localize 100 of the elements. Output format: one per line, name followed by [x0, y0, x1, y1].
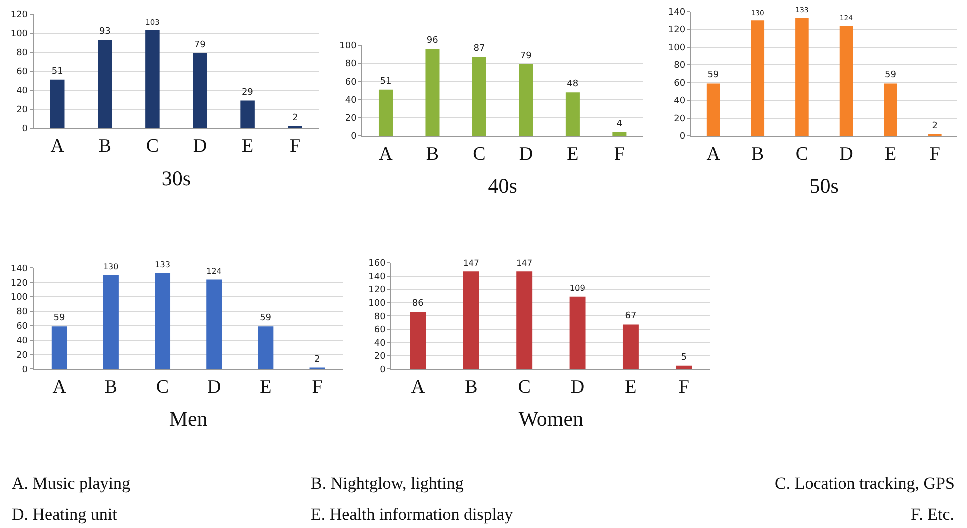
bar — [566, 92, 580, 136]
bar — [193, 53, 208, 128]
y-tick-label: 40 — [674, 96, 686, 107]
data-label: 96 — [426, 36, 439, 46]
y-tick-label: 40 — [16, 336, 28, 346]
x-tick-label: E — [885, 144, 897, 165]
y-tick-label: 0 — [351, 132, 358, 142]
data-label: 124 — [206, 267, 222, 276]
bar — [155, 273, 171, 370]
data-label: 2 — [314, 354, 320, 365]
x-tick-label: C — [473, 144, 486, 165]
y-tick-label: 60 — [16, 322, 28, 332]
data-label: 87 — [474, 44, 486, 54]
y-tick-label: 20 — [16, 105, 28, 116]
y-tick-label: 100 — [10, 30, 28, 40]
data-label: 147 — [463, 258, 480, 268]
text: E. Health information display — [311, 505, 514, 524]
bar — [463, 272, 480, 370]
x-tick-label: F — [678, 376, 690, 398]
x-tick-label: E — [567, 144, 579, 165]
text: B. Nightglow, lighting — [311, 474, 464, 493]
y-tick-label: 0 — [22, 365, 28, 376]
bar — [516, 272, 533, 370]
y-tick-label: 100 — [368, 298, 386, 309]
data-label: 5 — [681, 352, 688, 363]
bar — [706, 84, 720, 136]
y-tick-label: 80 — [674, 61, 686, 72]
data-label: 51 — [380, 76, 392, 87]
x-tick-label: E — [242, 136, 254, 158]
x-tick-label: D — [570, 376, 585, 398]
data-label: 59 — [54, 314, 66, 324]
y-tick-label: 80 — [16, 308, 28, 318]
data-label: 147 — [516, 258, 533, 268]
bar — [612, 132, 627, 136]
x-axis-title: 30s — [162, 166, 192, 190]
y-tick-label: 80 — [345, 60, 358, 70]
data-label: 4 — [616, 119, 623, 130]
x-tick-label: B — [426, 144, 440, 165]
bar — [52, 326, 68, 370]
y-tick-label: 100 — [668, 43, 686, 54]
x-tick-label: A — [411, 376, 426, 398]
data-label: 130 — [103, 262, 119, 272]
y-tick-label: 60 — [345, 78, 358, 88]
bar — [103, 275, 119, 370]
y-tick-label: 20 — [374, 352, 386, 362]
y-tick-label: 60 — [674, 78, 686, 89]
data-label: 51 — [52, 66, 64, 77]
x-tick-label: B — [104, 376, 118, 398]
x-axis-title: Men — [169, 407, 208, 432]
y-tick-label: 120 — [10, 278, 28, 289]
bar — [796, 18, 809, 136]
y-tick-label: 40 — [345, 96, 358, 106]
data-label: 29 — [242, 88, 254, 98]
x-tick-label: F — [290, 136, 301, 158]
bar — [410, 312, 426, 370]
data-label: 109 — [570, 283, 586, 294]
x-tick-label: B — [752, 144, 764, 165]
x-tick-label: F — [930, 144, 940, 165]
bar — [258, 326, 274, 370]
x-tick-label: F — [312, 376, 323, 398]
x-tick-label: E — [625, 376, 637, 398]
x-tick-label: E — [260, 376, 272, 398]
text: C. Location tracking, GPS — [775, 474, 955, 493]
bar — [519, 64, 534, 136]
bar — [378, 90, 394, 136]
y-tick-label: 80 — [374, 312, 386, 322]
bar — [570, 296, 586, 370]
x-tick-label: C — [796, 144, 809, 165]
data-label: 103 — [146, 18, 160, 28]
data-label: 59 — [884, 70, 897, 81]
bar — [146, 30, 160, 128]
data-label: 67 — [625, 312, 637, 322]
y-tick-label: 0 — [22, 124, 28, 134]
y-tick-label: 120 — [10, 10, 28, 21]
data-label: 2 — [292, 113, 298, 124]
x-tick-label: D — [519, 144, 534, 165]
x-axis-title: Women — [518, 407, 584, 432]
data-label: 59 — [708, 70, 720, 81]
bar — [472, 57, 486, 136]
x-tick-label: A — [52, 376, 67, 398]
text: A. Music playing — [12, 474, 132, 493]
bar — [426, 49, 440, 136]
y-tick-label: 140 — [10, 264, 28, 274]
y-tick-label: 100 — [10, 293, 28, 304]
y-tick-label: 0 — [380, 365, 386, 376]
data-label: 48 — [567, 80, 579, 90]
text: D. Heating unit — [12, 505, 118, 524]
bar — [622, 324, 639, 370]
y-tick-label: 120 — [668, 26, 686, 36]
y-tick-label: 160 — [368, 259, 386, 270]
data-label: 79 — [194, 40, 206, 50]
bar — [884, 84, 898, 136]
x-tick-label: A — [379, 144, 394, 165]
bar — [50, 80, 65, 128]
bar — [751, 20, 765, 136]
bar — [206, 280, 222, 370]
y-tick-label: 0 — [680, 132, 686, 142]
y-tick-label: 140 — [368, 272, 386, 282]
x-tick-label: F — [614, 144, 625, 165]
data-label: 93 — [99, 27, 111, 37]
